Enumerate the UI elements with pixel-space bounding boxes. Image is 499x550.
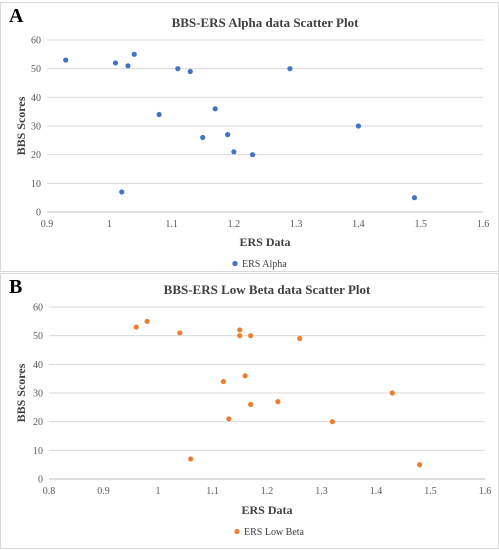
y-tick-label: 0 <box>38 475 43 486</box>
data-point <box>297 335 303 342</box>
data-point <box>226 416 232 422</box>
x-tick-label: 1.4 <box>352 219 365 230</box>
data-point <box>389 390 395 396</box>
chart-panel-b: B BBS-ERS Low Beta data Scatter Plot 0 10 2… <box>0 273 499 549</box>
scatter-chart-a: BBS-ERS Alpha data Scatter Plot 0 10 20 30 40… <box>14 15 490 270</box>
data-point <box>200 134 206 141</box>
y-axis-label: BBS Scores <box>14 96 28 155</box>
y-tick-label: 30 <box>33 389 43 400</box>
y-tick-label: 60 <box>31 36 41 47</box>
y-tick-label: 20 <box>33 417 43 428</box>
x-tick-label: 1.1 <box>165 219 178 230</box>
x-tick-label: 1.5 <box>424 486 437 497</box>
x-tick-label: 1.2 <box>261 486 274 497</box>
y-tick-label: 10 <box>33 446 43 457</box>
data-point <box>125 63 131 69</box>
x-tick-label: 1.3 <box>315 486 328 497</box>
data-point <box>187 68 193 75</box>
data-point <box>133 324 139 330</box>
y-tick-label: 0 <box>36 208 41 219</box>
y-axis-label: BBS Scores <box>14 363 28 422</box>
x-axis-label: ERS Data <box>239 235 290 249</box>
data-point <box>119 189 125 195</box>
legend-marker <box>232 260 238 267</box>
data-point <box>175 66 181 72</box>
data-point <box>411 195 418 201</box>
data-point <box>237 327 243 333</box>
x-tick-label: 0.9 <box>97 486 110 497</box>
y-tick-label: 50 <box>31 64 41 75</box>
y-tick-label: 20 <box>31 150 41 161</box>
data-point <box>329 419 335 425</box>
data-point <box>242 373 248 379</box>
y-tick-label: 30 <box>31 122 41 133</box>
data-point <box>156 111 162 118</box>
data-point <box>248 333 254 339</box>
x-tick-label: 0.8 <box>43 486 56 497</box>
data-point <box>417 462 423 468</box>
x-tick-label: 1.5 <box>414 219 427 230</box>
x-tick-label: 1.3 <box>290 219 303 230</box>
data-point <box>188 456 194 462</box>
data-point <box>144 318 150 324</box>
chart-title: BBS-ERS Low Beta data Scatter Plot <box>164 282 371 297</box>
x-tick-label: 1.1 <box>206 486 219 497</box>
panel-label-a: A <box>9 5 24 27</box>
x-tick-label: 1 <box>156 486 161 497</box>
chart-panel-a: A BBS-ERS Alpha data Scatter Plot 0 10 20 30… <box>0 2 499 272</box>
y-tick-label: 40 <box>33 360 43 371</box>
data-point <box>112 60 119 66</box>
scatter-chart-b: BBS-ERS Low Beta data Scatter Plot 0 10 20 3… <box>14 282 492 538</box>
legend-marker <box>234 528 240 535</box>
legend-label: ERS Alpha <box>242 259 287 270</box>
data-point <box>131 51 137 57</box>
y-tick-label: 60 <box>33 303 43 314</box>
data-point <box>249 152 256 158</box>
x-tick-label: 0.9 <box>41 219 54 230</box>
x-axis-label: ERS Data <box>241 503 292 517</box>
data-point <box>237 333 243 339</box>
data-point <box>63 57 69 63</box>
x-tick-label: 1.2 <box>228 219 241 230</box>
y-tick-label: 50 <box>33 331 43 342</box>
data-point <box>225 132 231 138</box>
data-point <box>231 149 237 155</box>
data-point <box>355 123 362 129</box>
legend-label: ERS Low Beta <box>244 527 305 538</box>
data-point <box>275 399 281 405</box>
data-point <box>177 330 183 336</box>
y-tick-label: 40 <box>31 93 41 104</box>
data-point <box>220 378 226 385</box>
data-point <box>212 106 218 112</box>
panel-label-b: B <box>9 276 23 298</box>
y-tick-label: 10 <box>31 179 41 190</box>
data-point <box>248 401 254 408</box>
x-tick-label: 1.6 <box>479 486 492 497</box>
chart-title: BBS-ERS Alpha data Scatter Plot <box>172 15 360 30</box>
x-tick-label: 1.6 <box>477 219 490 230</box>
x-tick-label: 1 <box>107 219 112 230</box>
data-point <box>287 66 293 72</box>
x-tick-label: 1.4 <box>370 486 383 497</box>
